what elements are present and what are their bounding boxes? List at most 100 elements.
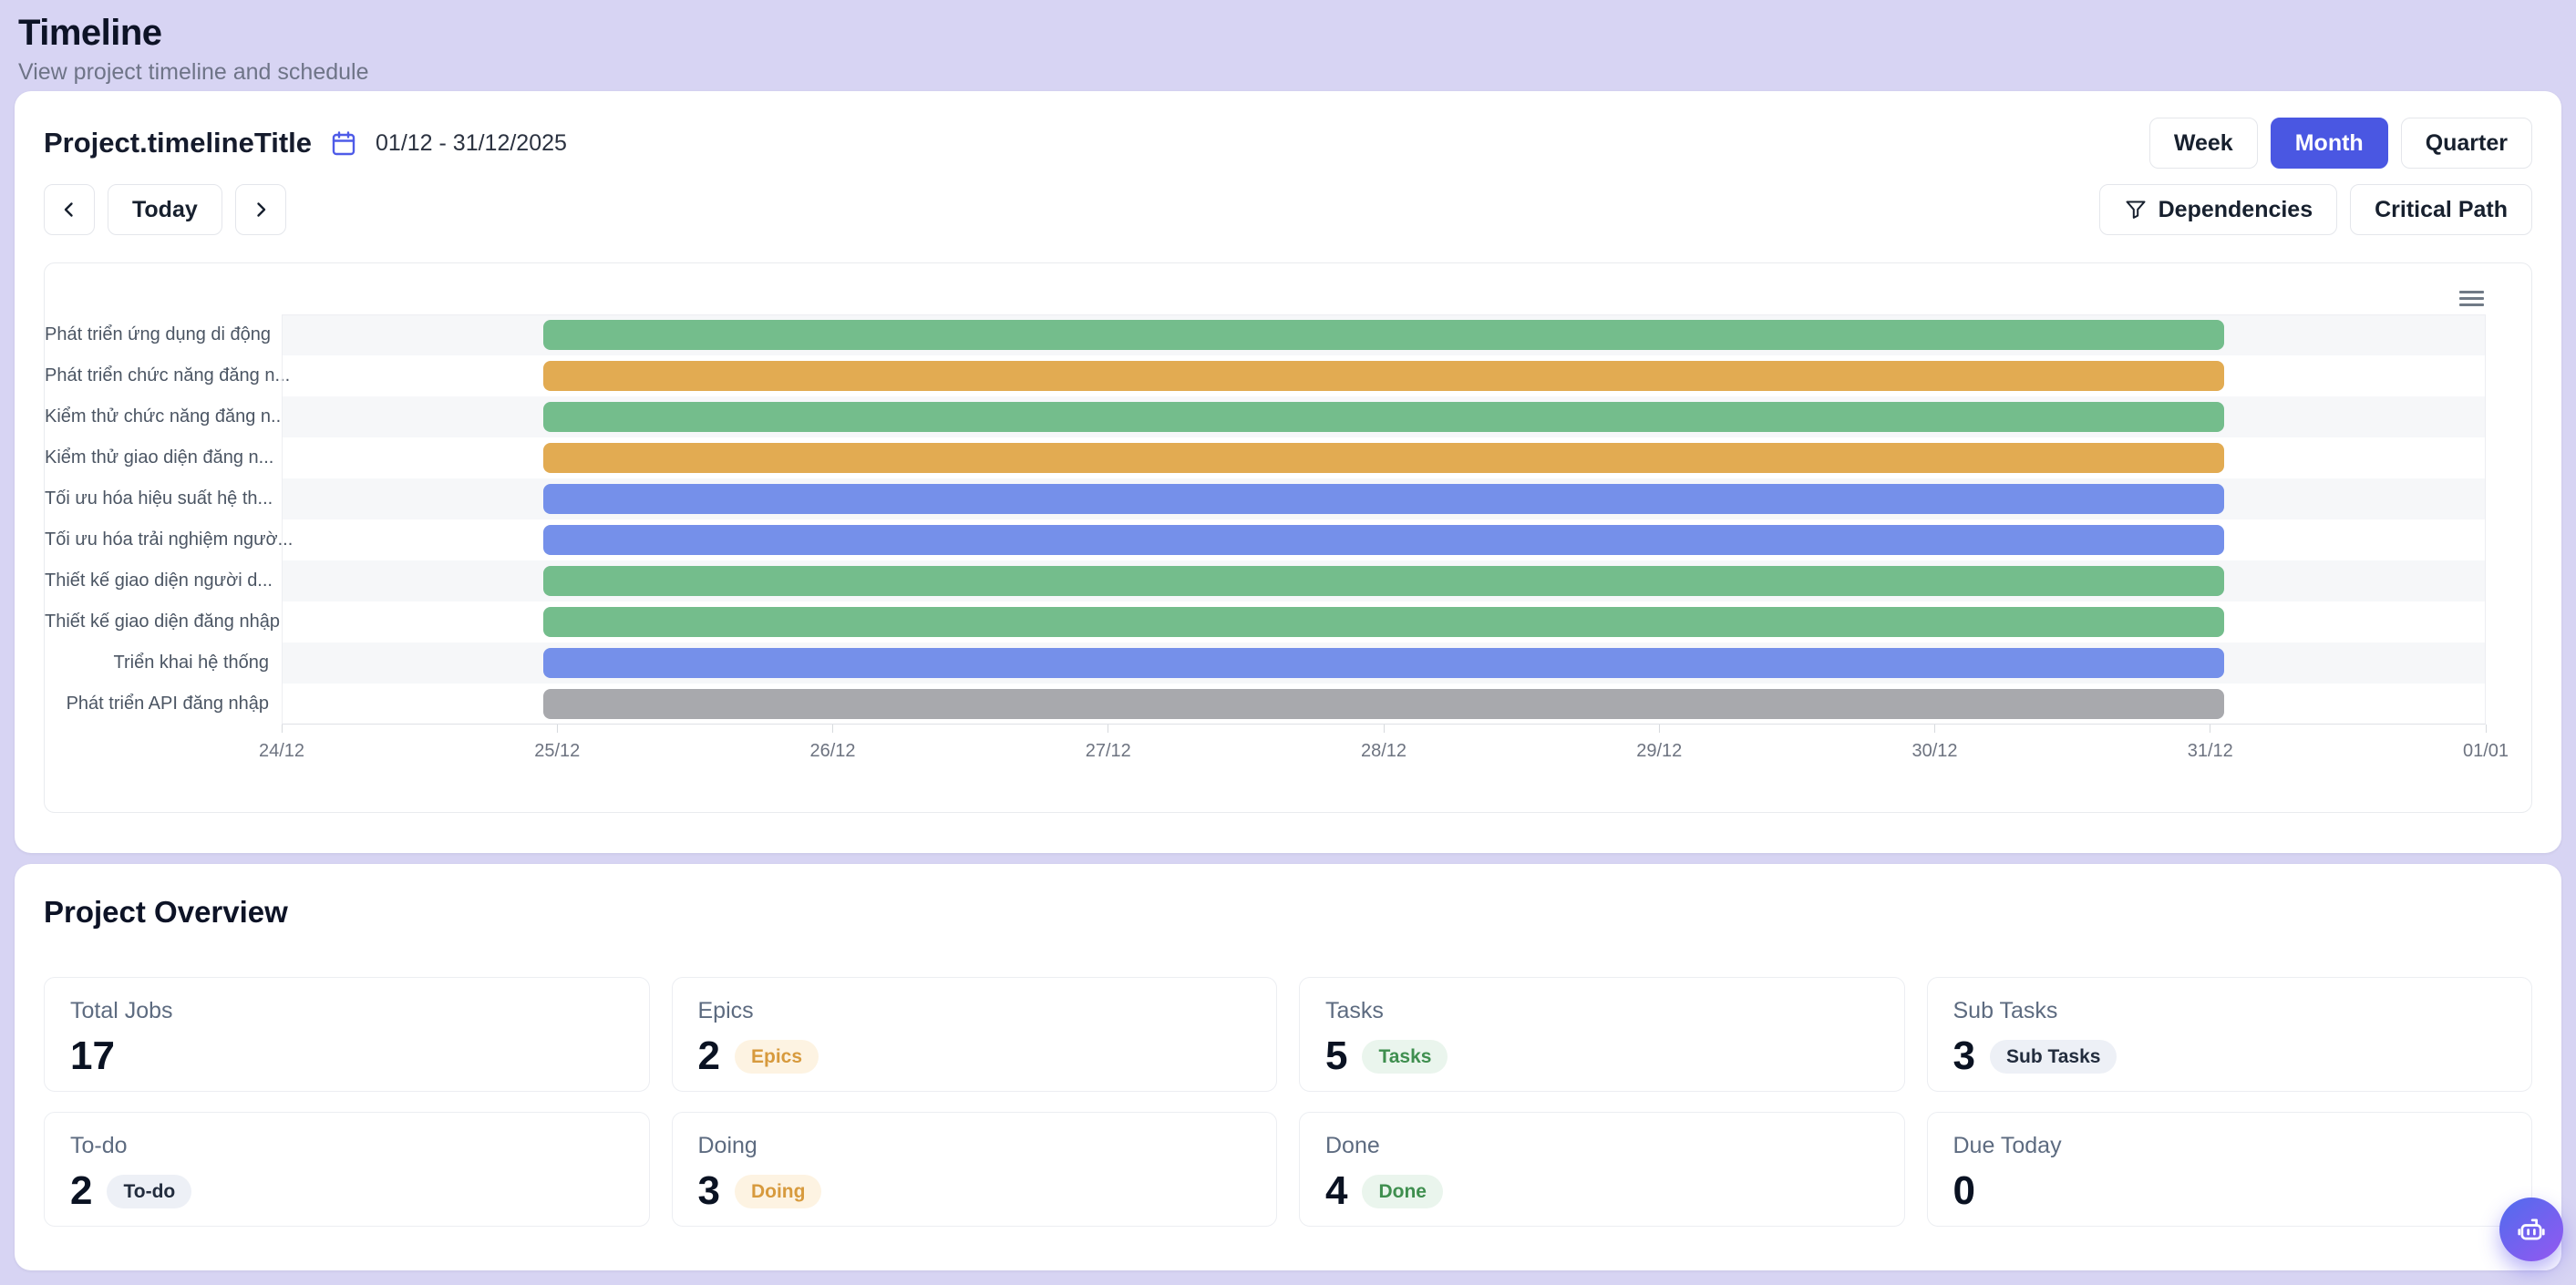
timeline-card-header: Project.timelineTitle 01/12 - 31/12/2025… xyxy=(44,117,2532,170)
task-label: Thiết kế giao diện đăng nhập xyxy=(45,612,280,632)
tick-mark xyxy=(1934,725,1935,733)
status-badge: Epics xyxy=(734,1039,819,1074)
task-label: Kiểm thử giao diện đăng n... xyxy=(45,447,274,468)
gantt-bar[interactable] xyxy=(543,607,2224,637)
axis-tick: 29/12 xyxy=(1636,725,1682,762)
chevron-right-icon xyxy=(252,200,270,219)
gantt-row-track xyxy=(282,314,2486,355)
gantt-bar[interactable] xyxy=(543,525,2224,555)
prev-button[interactable] xyxy=(44,184,95,235)
gantt-row-track xyxy=(282,396,2486,437)
status-badge: Doing xyxy=(734,1174,822,1208)
gantt-row: Thiết kế giao diện người d... xyxy=(45,560,2486,601)
timeline-toolbar: Today Dependencies Critical Path xyxy=(44,184,2532,235)
gantt-row: Thiết kế giao diện đăng nhập xyxy=(45,601,2486,642)
dependencies-label: Dependencies xyxy=(2158,196,2313,222)
chart-context-menu-button[interactable] xyxy=(2459,287,2484,310)
tick-mark xyxy=(2485,725,2487,733)
tick-label: 28/12 xyxy=(1360,741,1407,761)
overview-cards: Total Jobs 17 Epics 2 Epics Tasks 5 Tasks Sub Ta… xyxy=(44,977,2532,1227)
stat-card-to-do: To-do 2 To-do xyxy=(44,1112,650,1227)
stat-card-total-jobs: Total Jobs 17 xyxy=(44,977,650,1092)
gantt-row: Phát triển ứng dụng di động xyxy=(45,314,2486,355)
gantt-bar[interactable] xyxy=(543,320,2224,350)
stat-value: 3 xyxy=(1953,1033,1975,1078)
gantt-row: Tối ưu hóa trải nghiệm ngườ... xyxy=(45,519,2486,560)
task-label: Thiết kế giao diện người d... xyxy=(45,571,273,591)
tick-label: 01/01 xyxy=(2462,741,2509,761)
dependencies-button[interactable]: Dependencies xyxy=(2098,184,2338,235)
status-badge: Done xyxy=(1362,1174,1443,1208)
axis-tick: 26/12 xyxy=(809,725,856,762)
axis-tick: 27/12 xyxy=(1086,725,1131,762)
stat-label: Due Today xyxy=(1953,1133,2062,1158)
view-mode-month[interactable]: Month xyxy=(2270,118,2388,169)
stat-value: 5 xyxy=(1325,1033,1348,1078)
ai-assistant-button[interactable] xyxy=(2499,1198,2563,1261)
gantt-bar[interactable] xyxy=(543,484,2224,514)
gantt-row: Triển khai hệ thống xyxy=(45,642,2486,684)
stat-label: To-do xyxy=(70,1133,128,1158)
gantt-bar[interactable] xyxy=(543,689,2224,719)
task-label: Phát triển API đăng nhập xyxy=(66,694,269,714)
filter-icon xyxy=(2124,198,2148,221)
task-label: Phát triển chức năng đăng n... xyxy=(45,365,291,386)
axis-tick: 31/12 xyxy=(2188,725,2233,762)
axis-tick: 30/12 xyxy=(1911,725,1958,762)
view-mode-quarter[interactable]: Quarter xyxy=(2400,118,2532,169)
calendar-icon xyxy=(330,129,357,157)
axis-tick: 25/12 xyxy=(534,725,580,762)
robot-icon xyxy=(2515,1213,2548,1246)
stat-label: Done xyxy=(1325,1133,1380,1158)
stat-card-done: Done 4 Done xyxy=(1299,1112,1905,1227)
tick-label: 25/12 xyxy=(534,741,581,761)
stat-card-tasks: Tasks 5 Tasks xyxy=(1299,977,1905,1092)
gantt-chart: Phát triển ứng dụng di động Phát triển ch… xyxy=(44,262,2532,813)
task-label: Tối ưu hóa trải nghiệm ngườ... xyxy=(45,529,294,550)
overview-heading: Project Overview xyxy=(44,895,288,929)
gantt-bar[interactable] xyxy=(543,566,2224,596)
tick-mark xyxy=(281,725,283,733)
status-badge: Sub Tasks xyxy=(1989,1039,2117,1074)
status-badge: Tasks xyxy=(1362,1039,1448,1074)
task-label: Tối ưu hóa hiệu suất hệ th... xyxy=(45,488,273,509)
stat-card-epics: Epics 2 Epics xyxy=(671,977,1277,1092)
stat-value: 0 xyxy=(1953,1168,1975,1213)
timeline-card: Project.timelineTitle 01/12 - 31/12/2025… xyxy=(15,91,2561,853)
page-subtitle: View project timeline and schedule xyxy=(18,59,369,85)
tick-label: 29/12 xyxy=(1636,741,1683,761)
view-mode-week[interactable]: Week xyxy=(2148,118,2258,169)
tick-mark xyxy=(832,725,833,733)
stat-label: Epics xyxy=(697,998,754,1023)
gantt-bar[interactable] xyxy=(543,648,2224,678)
gantt-row-track xyxy=(282,642,2486,684)
gantt-bar[interactable] xyxy=(543,443,2224,473)
gantt-row: Tối ưu hóa hiệu suất hệ th... xyxy=(45,478,2486,519)
stat-value: 2 xyxy=(697,1033,720,1078)
stat-label: Sub Tasks xyxy=(1953,998,2058,1023)
tick-label: 30/12 xyxy=(1911,741,1958,761)
task-label: Phát triển ứng dụng di động xyxy=(45,324,272,344)
x-axis: 24/12 25/12 26/12 27/12 28/12 29/12 30/12 31/12… xyxy=(259,725,2509,772)
hamburger-icon xyxy=(2459,291,2484,293)
critical-path-button[interactable]: Critical Path xyxy=(2350,184,2532,235)
gantt-bar[interactable] xyxy=(543,402,2224,432)
gantt-row-track xyxy=(282,601,2486,642)
stat-card-doing: Doing 3 Doing xyxy=(671,1112,1277,1227)
gantt-bar[interactable] xyxy=(543,361,2224,391)
tick-mark xyxy=(1658,725,1660,733)
stat-value: 17 xyxy=(70,1033,115,1078)
gantt-row-track xyxy=(282,519,2486,560)
gantt-row-track xyxy=(282,478,2486,519)
next-button[interactable] xyxy=(234,184,286,235)
task-label: Triển khai hệ thống xyxy=(113,653,269,673)
tick-label: 24/12 xyxy=(258,741,305,761)
gantt-row: Phát triển chức năng đăng n... xyxy=(45,355,2486,396)
page-header: Timeline View project timeline and sched… xyxy=(0,0,2576,86)
tick-mark xyxy=(556,725,558,733)
axis-tick: 01/01 xyxy=(2463,725,2509,762)
gantt-rows: Phát triển ứng dụng di động Phát triển ch… xyxy=(45,314,2486,725)
gantt-row-track xyxy=(282,684,2486,725)
date-range: 01/12 - 31/12/2025 xyxy=(376,129,567,156)
today-button[interactable]: Today xyxy=(108,184,222,235)
